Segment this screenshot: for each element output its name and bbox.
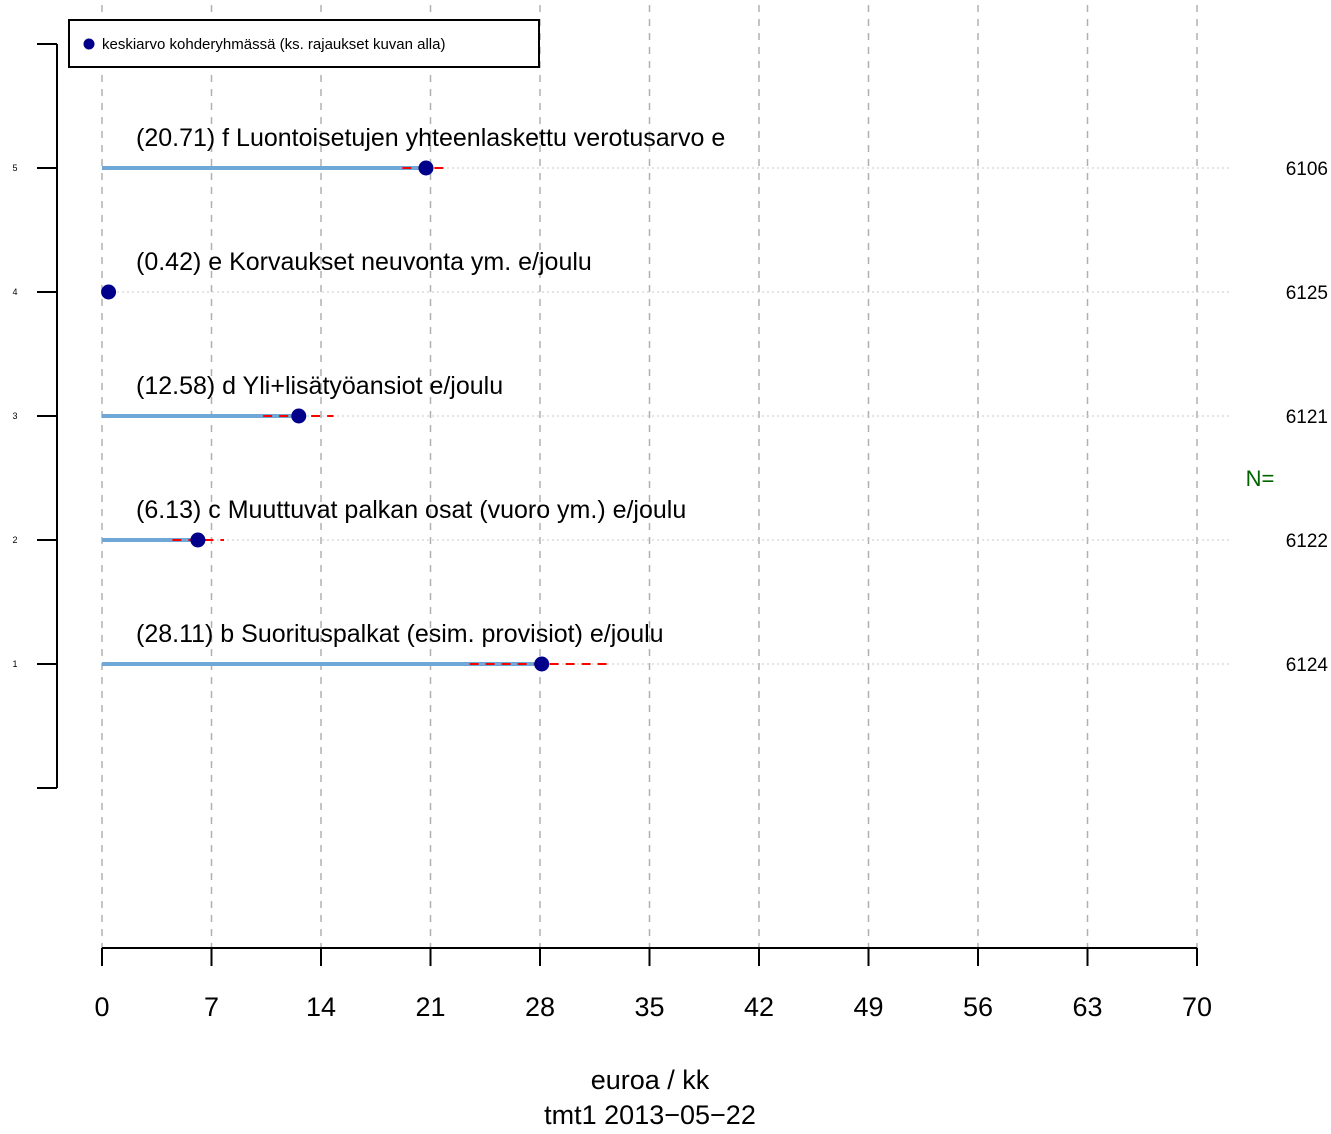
x-tick-label: 70 — [1182, 992, 1212, 1022]
x-tick-label: 49 — [853, 992, 883, 1022]
y-axis: 1 2 3 4 5 — [12, 43, 58, 789]
x-axis-label: euroa / kk — [591, 1065, 710, 1095]
legend-box — [68, 19, 540, 68]
x-tick-label: 7 — [204, 992, 219, 1022]
x-tick-label: 42 — [744, 992, 774, 1022]
n-value: 6124 — [1286, 655, 1329, 676]
data-marks: (28.11) b Suorituspalkat (esim. provisio… — [101, 124, 725, 672]
mean-point — [534, 656, 550, 672]
x-tick-label: 21 — [415, 992, 445, 1022]
y-tick-label: 4 — [12, 287, 17, 297]
legend-point-icon — [83, 38, 95, 50]
row-label: (20.71) f Luontoisetujen yhteenlaskettu … — [136, 124, 725, 152]
n-value: 6122 — [1286, 531, 1328, 552]
y-tick-label: 2 — [12, 535, 17, 545]
mean-point — [291, 408, 307, 424]
x-tick-label: 56 — [963, 992, 993, 1022]
n-value: 6121 — [1286, 407, 1328, 428]
row-label: (6.13) c Muuttuvat palkan osat (vuoro ym… — [136, 496, 686, 524]
n-header: N= — [1246, 466, 1275, 491]
chart-caption: tmt1 2013−05−22 — [544, 1100, 756, 1130]
legend-label: keskiarvo kohderyhmässä (ks. rajaukset k… — [102, 36, 445, 53]
y-tick-label: 3 — [12, 411, 17, 421]
row-label: (28.11) b Suorituspalkat (esim. provisio… — [136, 620, 664, 648]
mean-point — [101, 284, 117, 300]
n-value: 6106 — [1286, 159, 1328, 180]
x-tick-label: 63 — [1072, 992, 1102, 1022]
mean-point — [418, 160, 434, 176]
x-tick-label: 28 — [525, 992, 555, 1022]
n-value: 6125 — [1286, 283, 1328, 304]
y-tick-label: 1 — [12, 659, 17, 669]
x-axis: 0 7 14 21 28 35 42 49 56 63 70 — [94, 947, 1212, 1022]
mean-point — [190, 532, 206, 548]
legend: keskiarvo kohderyhmässä (ks. rajaukset k… — [68, 19, 540, 68]
x-tick-label: 0 — [94, 992, 109, 1022]
x-tick-label: 14 — [306, 992, 336, 1022]
row-guide-lines — [102, 167, 1230, 665]
y-tick-label: 5 — [12, 163, 17, 173]
row-label: (12.58) d Yli+lisätyöansiot e/joulu — [136, 372, 503, 400]
n-labels: 6124 6122 6121 6125 6106 — [1286, 159, 1329, 676]
x-tick-label: 35 — [634, 992, 664, 1022]
row-label: (0.42) e Korvaukset neuvonta ym. e/joulu — [136, 248, 592, 276]
